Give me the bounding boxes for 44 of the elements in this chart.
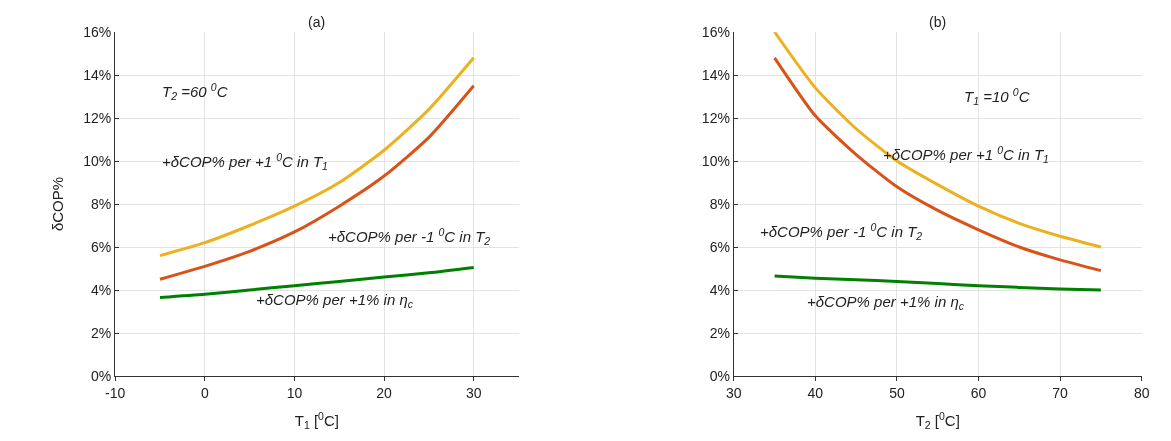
y-tick-label: 16% <box>701 23 730 40</box>
line-series <box>773 274 1103 292</box>
annotation: +δCOP% per +1% in η$_{c}$ <box>807 293 965 313</box>
annotation: T$_{2}$ =60 $^{0}$C <box>162 81 228 103</box>
annotation: +δCOP% per +1 $^{0}$C in T$_{1}$ <box>162 151 328 173</box>
annotation: +δCOP% per +1% in η$_{c}$ <box>256 291 414 311</box>
x-tick-label: 30 <box>465 384 482 401</box>
y-tick-label: 6% <box>91 238 112 255</box>
x-axis-title: T$_{2}$ [$^{0}$C] <box>915 409 960 432</box>
y-tick-label: 2% <box>91 324 112 341</box>
x-tick-label: 30 <box>726 384 742 401</box>
y-tick-label: 0% <box>709 367 730 384</box>
y-tick-label: 6% <box>709 238 730 255</box>
x-tick-label: 70 <box>1052 384 1069 401</box>
y-tick-label: 8% <box>91 195 112 212</box>
y-tick-label: 10% <box>83 152 112 169</box>
y-tick-label: 4% <box>709 281 730 298</box>
chart-title: (a) <box>308 14 326 30</box>
y-axis-title: δCOP% <box>49 176 67 232</box>
x-tick-label: 60 <box>970 384 987 401</box>
x-tick-label: 0 <box>200 384 209 401</box>
x-tick-label: 20 <box>376 384 393 401</box>
y-tick-label: 14% <box>83 66 112 83</box>
y-tick-label: 0% <box>91 367 112 384</box>
x-tick-label: 80 <box>1133 384 1150 401</box>
line-series <box>158 84 476 281</box>
annotation: +δCOP% per -1 $^{0}$C in T$_{2}$ <box>328 226 491 248</box>
y-tick-label: 12% <box>701 109 730 126</box>
y-tick-label: 10% <box>701 152 730 169</box>
line-series <box>158 56 476 258</box>
x-tick-label: -10 <box>105 384 126 401</box>
y-tick-label: 8% <box>709 195 730 212</box>
y-tick-label: 2% <box>709 324 730 341</box>
annotation: +δCOP% per -1 $^{0}$C in T$_{2}$ <box>760 221 923 243</box>
y-tick-label: 12% <box>83 109 112 126</box>
y-tick-label: 16% <box>83 23 112 40</box>
annotation: T$_{1}$ =10 $^{0}$C <box>964 86 1030 108</box>
x-axis-title: T$_{1}$ [$^{0}$C] <box>294 409 339 432</box>
x-tick-label: 40 <box>807 384 824 401</box>
y-tick-label: 14% <box>701 66 730 83</box>
y-tick-label: 4% <box>91 281 112 298</box>
x-tick-label: 50 <box>889 384 905 401</box>
x-tick-label: 10 <box>286 384 303 401</box>
chart-title: (b) <box>929 14 947 30</box>
